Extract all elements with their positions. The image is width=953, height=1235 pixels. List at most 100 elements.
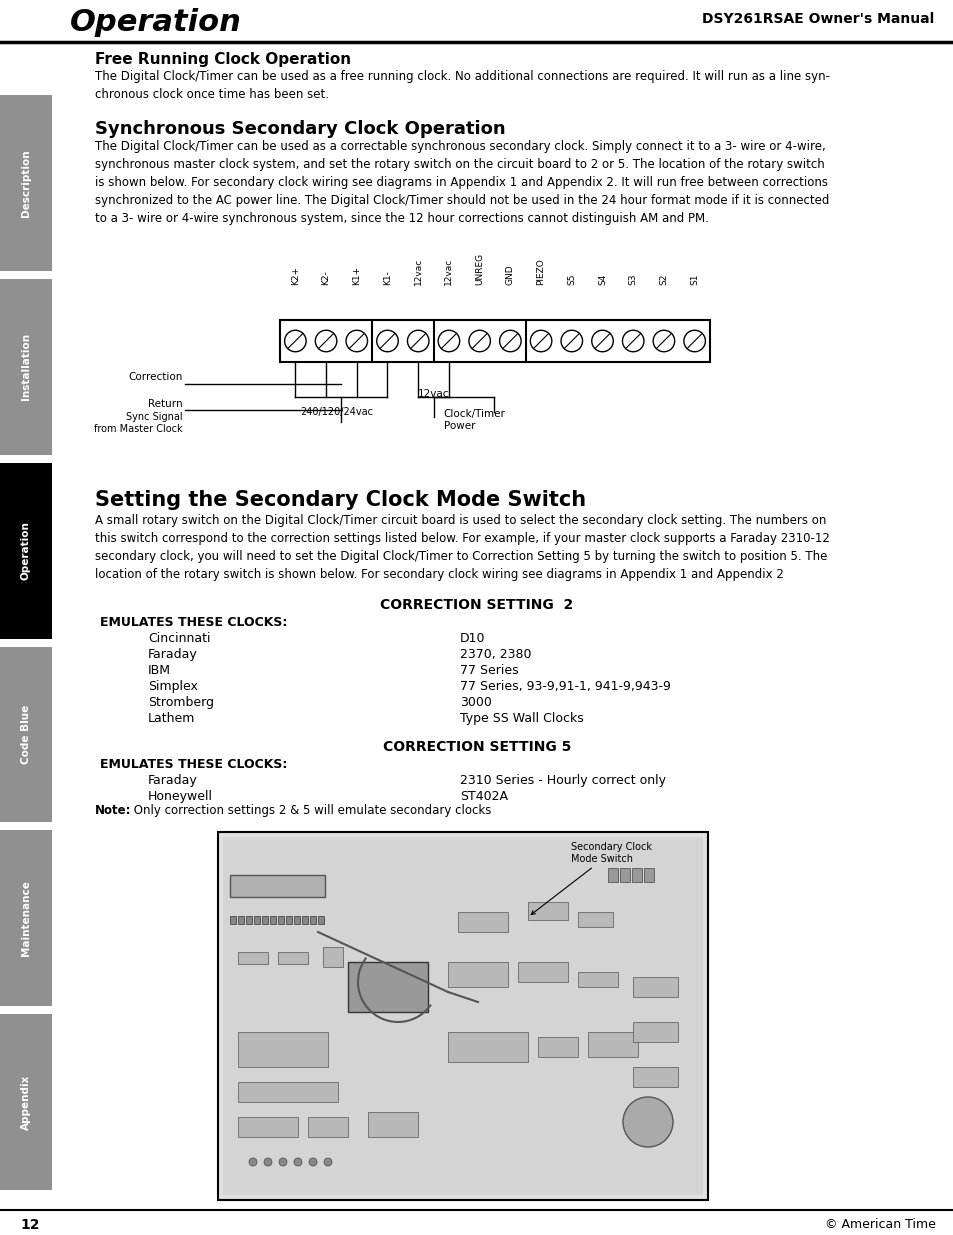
Bar: [308, 1116, 348, 1137]
Bar: [619, 868, 629, 882]
Text: Lathem: Lathem: [148, 713, 195, 725]
Bar: [302, 916, 308, 924]
Bar: [633, 1067, 678, 1087]
Bar: [527, 902, 567, 920]
Bar: [587, 1032, 638, 1057]
Bar: [0, 646, 52, 823]
Bar: [317, 916, 324, 924]
Bar: [237, 1082, 337, 1102]
Bar: [0, 95, 52, 270]
Bar: [223, 837, 702, 1195]
Text: IBM: IBM: [148, 664, 171, 677]
Text: PIEZO: PIEZO: [536, 258, 545, 285]
Text: Operation: Operation: [70, 7, 242, 37]
Bar: [246, 916, 252, 924]
Bar: [448, 962, 507, 987]
Text: The Digital Clock/Timer can be used as a free running clock. No additional conne: The Digital Clock/Timer can be used as a…: [95, 70, 829, 101]
Text: Free Running Clock Operation: Free Running Clock Operation: [95, 52, 351, 67]
Bar: [631, 868, 641, 882]
Text: 2310 Series - Hourly correct only: 2310 Series - Hourly correct only: [459, 774, 665, 787]
Bar: [578, 972, 618, 987]
Circle shape: [622, 1097, 672, 1147]
Text: Clock/Timer
Power: Clock/Timer Power: [443, 409, 505, 431]
Circle shape: [249, 1158, 256, 1166]
Bar: [0, 830, 52, 1007]
Bar: [277, 952, 308, 965]
Text: 12: 12: [20, 1218, 39, 1233]
Bar: [294, 916, 299, 924]
Text: K2+: K2+: [291, 266, 299, 285]
Bar: [633, 977, 678, 997]
Text: EMULATES THESE CLOCKS:: EMULATES THESE CLOCKS:: [100, 616, 287, 629]
Bar: [310, 916, 315, 924]
Text: Faraday: Faraday: [148, 648, 197, 661]
Bar: [348, 962, 428, 1011]
Text: The Digital Clock/Timer can be used as a correctable synchronous secondary clock: The Digital Clock/Timer can be used as a…: [95, 140, 828, 225]
Text: Setting the Secondary Clock Mode Switch: Setting the Secondary Clock Mode Switch: [95, 490, 585, 510]
Text: 12vac: 12vac: [417, 389, 449, 399]
Circle shape: [278, 1158, 287, 1166]
Bar: [270, 916, 275, 924]
Text: Only correction settings 2 & 5 will emulate secondary clocks: Only correction settings 2 & 5 will emul…: [130, 804, 491, 818]
Text: 12vac: 12vac: [414, 258, 422, 285]
Text: GND: GND: [505, 264, 515, 285]
Text: © American Time: © American Time: [824, 1218, 935, 1231]
Text: Secondary Clock
Mode Switch: Secondary Clock Mode Switch: [531, 842, 651, 915]
Text: EMULATES THESE CLOCKS:: EMULATES THESE CLOCKS:: [100, 758, 287, 771]
Text: S2: S2: [659, 274, 668, 285]
Text: K1-: K1-: [382, 270, 392, 285]
Text: Return: Return: [149, 399, 183, 409]
Bar: [517, 962, 567, 982]
Bar: [253, 916, 260, 924]
Text: Type SS Wall Clocks: Type SS Wall Clocks: [459, 713, 583, 725]
Bar: [607, 868, 618, 882]
Circle shape: [324, 1158, 332, 1166]
Bar: [457, 911, 507, 932]
Text: DSY261RSAE Owner's Manual: DSY261RSAE Owner's Manual: [701, 12, 933, 26]
Bar: [0, 279, 52, 454]
Text: UNREG: UNREG: [475, 253, 483, 285]
Bar: [218, 832, 707, 1200]
Bar: [368, 1112, 417, 1137]
Text: S1: S1: [689, 273, 699, 285]
Text: Note:: Note:: [95, 804, 132, 818]
Bar: [280, 320, 709, 362]
Text: S5: S5: [567, 273, 576, 285]
Text: Synchronous Secondary Clock Operation: Synchronous Secondary Clock Operation: [95, 120, 505, 138]
Text: 12vac: 12vac: [444, 258, 453, 285]
Text: Cincinnati: Cincinnati: [148, 632, 211, 645]
Text: Code Blue: Code Blue: [21, 705, 30, 764]
Bar: [237, 1116, 297, 1137]
Text: CORRECTION SETTING  2: CORRECTION SETTING 2: [380, 598, 573, 613]
Bar: [448, 1032, 527, 1062]
Circle shape: [264, 1158, 272, 1166]
Bar: [262, 916, 268, 924]
Bar: [277, 916, 284, 924]
Bar: [237, 916, 244, 924]
Text: Installation: Installation: [21, 333, 30, 400]
Text: S4: S4: [598, 274, 606, 285]
Text: Simplex: Simplex: [148, 680, 197, 693]
Text: ST402A: ST402A: [459, 790, 507, 803]
Text: K2-: K2-: [321, 270, 331, 285]
Text: 2370, 2380: 2370, 2380: [459, 648, 531, 661]
Circle shape: [309, 1158, 316, 1166]
Text: CORRECTION SETTING 5: CORRECTION SETTING 5: [382, 740, 571, 755]
Bar: [230, 916, 235, 924]
Text: Faraday: Faraday: [148, 774, 197, 787]
Bar: [0, 1014, 52, 1191]
Text: Maintenance: Maintenance: [21, 881, 30, 956]
Text: Correction: Correction: [129, 372, 183, 382]
Text: K1+: K1+: [352, 266, 361, 285]
Text: D10: D10: [459, 632, 485, 645]
Bar: [643, 868, 654, 882]
Text: Description: Description: [21, 149, 30, 216]
Text: A small rotary switch on the Digital Clock/Timer circuit board is used to select: A small rotary switch on the Digital Clo…: [95, 514, 829, 580]
Bar: [286, 916, 292, 924]
Circle shape: [294, 1158, 302, 1166]
Text: Stromberg: Stromberg: [148, 697, 213, 709]
Bar: [578, 911, 613, 927]
Text: 77 Series: 77 Series: [459, 664, 518, 677]
Text: Appendix: Appendix: [21, 1074, 30, 1130]
Bar: [537, 1037, 578, 1057]
